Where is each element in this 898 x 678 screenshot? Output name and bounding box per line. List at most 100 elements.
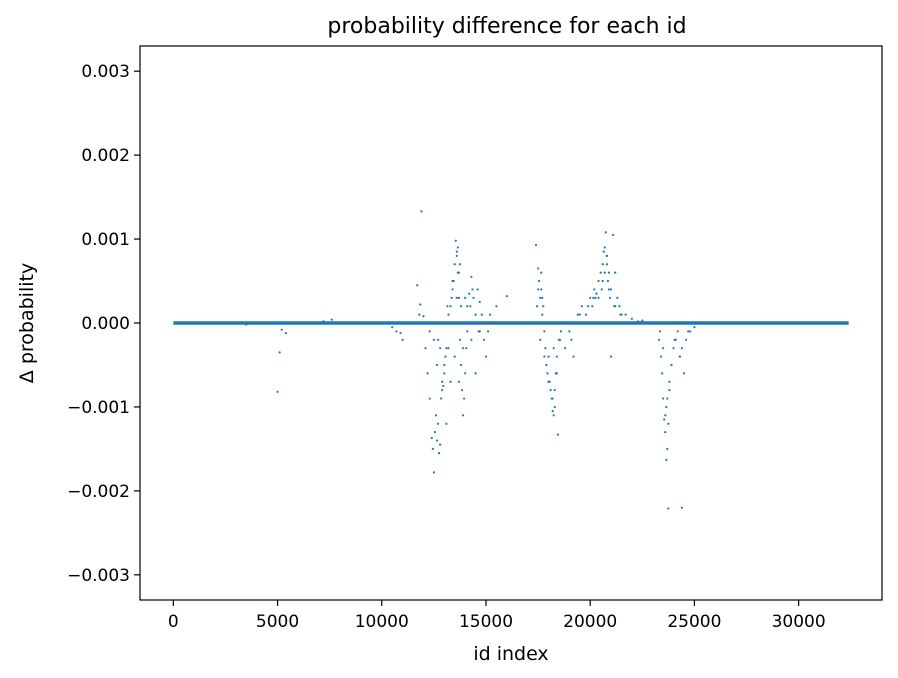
data-point (482, 338, 485, 341)
data-point (603, 271, 606, 274)
data-point (667, 422, 670, 425)
data-point (446, 305, 449, 308)
data-point (607, 288, 611, 291)
data-point (673, 338, 676, 341)
data-point (465, 347, 468, 350)
plot-area (173, 210, 849, 510)
data-point (457, 296, 460, 299)
data-point (441, 389, 444, 392)
data-point (666, 447, 669, 451)
y-tick-label: −0.001 (67, 398, 130, 418)
data-point (543, 330, 546, 333)
data-point (245, 323, 248, 326)
data-point (614, 271, 617, 274)
data-point (537, 288, 540, 291)
data-point (564, 347, 567, 350)
data-point (676, 330, 679, 333)
data-point (603, 246, 606, 249)
y-tick-label: 0.001 (81, 230, 130, 250)
data-point (597, 296, 600, 299)
data-point (322, 320, 325, 323)
data-point (445, 347, 448, 350)
data-point (578, 313, 581, 316)
data-point (613, 305, 616, 308)
data-point (605, 254, 608, 257)
data-point (454, 239, 457, 242)
data-point (469, 305, 472, 308)
y-tick-label: 0.003 (81, 62, 130, 82)
data-point (442, 384, 445, 388)
data-point (534, 243, 538, 247)
data-point (551, 397, 554, 400)
data-point (453, 355, 456, 358)
data-point (466, 305, 469, 308)
data-point (391, 326, 394, 329)
data-point (464, 296, 467, 299)
data-point (589, 296, 592, 299)
data-point (630, 317, 633, 320)
data-point (535, 305, 539, 308)
y-tick-label: −0.002 (67, 482, 130, 502)
data-point (539, 296, 542, 299)
data-point (463, 397, 466, 400)
data-point (601, 279, 604, 283)
data-point (476, 288, 479, 291)
data-point (424, 347, 427, 350)
data-point (461, 414, 465, 417)
data-point (541, 296, 544, 299)
data-point (584, 313, 588, 316)
data-point (604, 231, 607, 234)
data-point (689, 330, 692, 333)
data-point (451, 279, 454, 283)
data-point (593, 288, 596, 291)
data-point (459, 305, 463, 308)
data-point (426, 372, 429, 375)
data-point (551, 410, 554, 413)
data-point (540, 271, 543, 274)
data-point (606, 279, 610, 283)
data-point (668, 389, 671, 392)
data-point (480, 313, 483, 316)
data-point (443, 372, 446, 375)
data-point (576, 313, 579, 316)
y-axis: −0.003 −0.002 −0.001 0.000 0.001 0.002 0.003 (67, 62, 140, 586)
data-point (420, 210, 423, 213)
data-point (595, 292, 598, 295)
data-point (436, 338, 440, 341)
x-tick-label: 10000 (355, 612, 409, 632)
data-point (439, 347, 442, 350)
data-point (458, 338, 462, 341)
data-point (608, 296, 612, 299)
data-point (436, 422, 440, 425)
data-point (687, 330, 690, 333)
data-point (661, 372, 664, 375)
data-point (489, 313, 492, 316)
data-point (663, 418, 666, 421)
data-point (665, 405, 668, 409)
data-point (544, 347, 547, 350)
data-point (474, 313, 477, 316)
data-point (556, 433, 560, 436)
y-tick-label: −0.003 (67, 566, 130, 586)
data-point (419, 303, 422, 306)
data-point (457, 271, 460, 274)
data-point (619, 313, 622, 316)
data-point (428, 330, 431, 333)
data-point (597, 279, 600, 283)
x-axis: 0 5000 10000 15000 20000 25000 30000 (168, 600, 826, 632)
data-point (430, 436, 433, 440)
data-point (539, 338, 542, 341)
data-point (555, 372, 558, 375)
data-point (668, 380, 671, 383)
data-point (428, 397, 431, 400)
chart-title: probability difference for each id (327, 14, 686, 39)
data-point (607, 271, 611, 274)
data-point (580, 305, 583, 308)
data-point (537, 267, 540, 270)
data-point (416, 284, 419, 287)
data-point (547, 355, 550, 358)
data-point (458, 263, 462, 266)
data-point (330, 318, 333, 321)
data-point (466, 330, 469, 333)
x-tick-label: 25000 (667, 612, 721, 632)
